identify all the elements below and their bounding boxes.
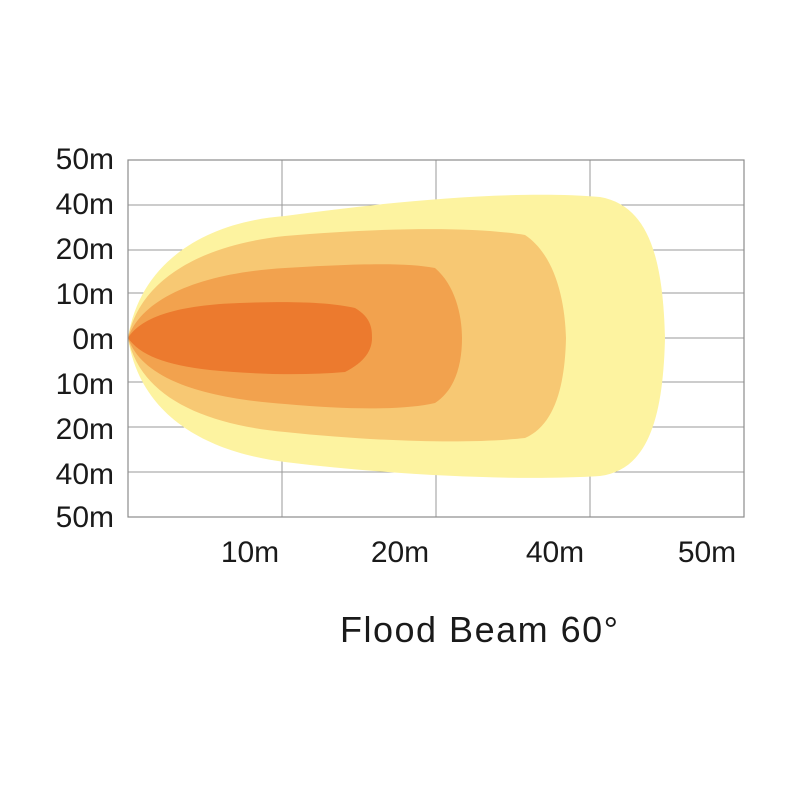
y-tick-label: 50m — [55, 143, 114, 176]
y-tick-label: 40m — [55, 458, 114, 491]
beam-zone-inner — [128, 302, 372, 375]
x-tick-label: 10m — [220, 536, 280, 569]
x-tick-label: 40m — [525, 536, 585, 569]
y-tick-label: 50m — [55, 501, 114, 534]
y-tick-label: 40m — [55, 188, 114, 221]
y-tick-label: 10m — [55, 278, 114, 311]
y-tick-label: 20m — [55, 233, 114, 266]
chart-title: Flood Beam 60° — [340, 609, 620, 650]
x-tick-label: 50m — [677, 536, 737, 569]
y-tick-label: 10m — [55, 368, 114, 401]
x-tick-label: 20m — [370, 536, 430, 569]
y-tick-label: 0m — [72, 323, 114, 356]
plot-frame — [127, 159, 745, 518]
y-tick-label: 20m — [55, 413, 114, 446]
